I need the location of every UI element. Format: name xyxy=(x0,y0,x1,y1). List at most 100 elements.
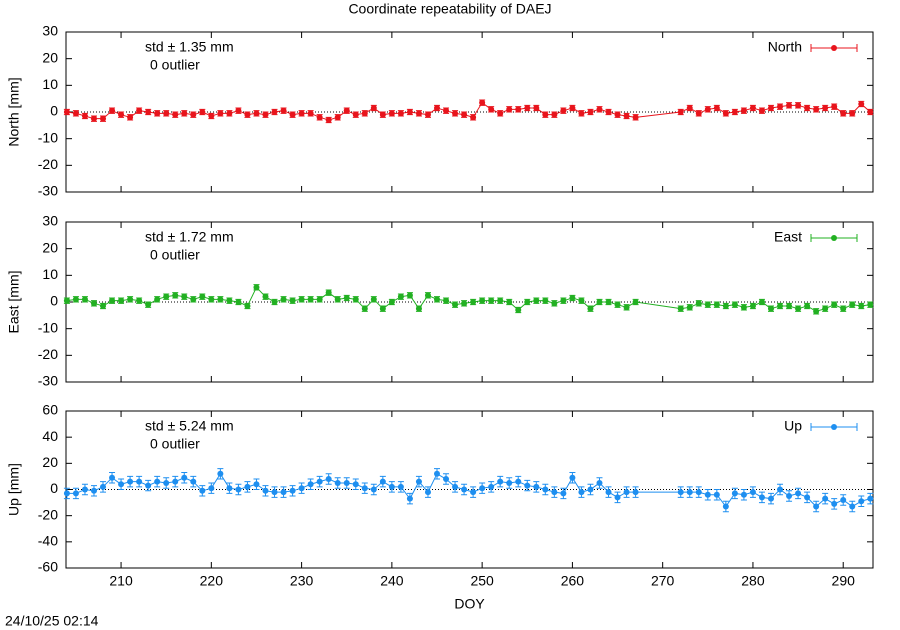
data-point xyxy=(352,481,359,488)
data-point xyxy=(109,297,116,304)
data-point xyxy=(370,105,377,111)
data-point xyxy=(461,111,468,118)
data-point xyxy=(334,296,341,303)
data-point xyxy=(569,474,576,481)
data-point xyxy=(443,297,450,304)
y-tick-label: -20 xyxy=(38,156,58,172)
y-tick-label: -10 xyxy=(38,319,58,335)
data-point xyxy=(298,485,305,492)
data-point xyxy=(479,485,486,492)
data-point xyxy=(262,487,269,494)
data-point xyxy=(244,303,251,309)
data-point xyxy=(506,299,513,305)
data-point xyxy=(822,305,829,312)
data-point xyxy=(533,483,540,490)
data-point xyxy=(560,107,567,114)
legend-label: North xyxy=(768,39,802,55)
x-tick-label: 210 xyxy=(109,573,133,589)
data-point xyxy=(424,489,431,496)
data-point xyxy=(172,478,179,485)
data-point xyxy=(118,111,125,118)
data-point xyxy=(199,487,206,494)
data-point xyxy=(632,114,639,121)
data-point xyxy=(461,300,468,307)
y-tick-label: -60 xyxy=(38,559,58,575)
data-point xyxy=(632,489,639,496)
data-point xyxy=(731,301,738,308)
x-tick-label: 280 xyxy=(741,573,765,589)
data-point xyxy=(614,301,621,308)
x-tick-label: 260 xyxy=(561,573,585,589)
data-point xyxy=(777,486,784,493)
data-point xyxy=(767,305,774,312)
data-point xyxy=(533,297,540,304)
data-point xyxy=(208,113,215,119)
data-point xyxy=(289,297,296,304)
data-point xyxy=(605,109,612,115)
data-point xyxy=(695,489,702,496)
y-tick-label: -10 xyxy=(38,129,58,145)
data-point xyxy=(740,304,747,311)
data-point xyxy=(822,495,829,502)
data-point xyxy=(217,110,224,117)
data-point xyxy=(515,307,522,313)
data-point xyxy=(587,109,594,115)
data-point xyxy=(424,111,431,118)
data-point xyxy=(542,297,549,304)
data-point xyxy=(154,478,161,485)
data-point xyxy=(127,296,134,303)
data-point xyxy=(786,102,793,109)
data-point xyxy=(804,494,811,501)
data-point xyxy=(136,478,143,485)
data-point xyxy=(867,109,874,115)
data-point xyxy=(343,295,350,301)
x-tick-label: 250 xyxy=(470,573,494,589)
data-point xyxy=(199,293,206,300)
data-point xyxy=(767,495,774,502)
data-point xyxy=(217,296,224,303)
data-point xyxy=(434,470,441,477)
data-point xyxy=(280,489,287,496)
data-point xyxy=(840,305,847,312)
data-point xyxy=(145,109,152,115)
data-point xyxy=(506,106,513,113)
data-point xyxy=(551,111,558,118)
y-tick-label: 40 xyxy=(42,428,58,444)
data-point xyxy=(235,107,242,114)
series-line xyxy=(66,286,871,312)
data-point xyxy=(406,292,413,299)
legend-symbol xyxy=(831,235,837,241)
data-point xyxy=(795,102,802,109)
y-tick-label: 60 xyxy=(42,402,58,418)
data-point xyxy=(434,296,441,303)
data-point xyxy=(379,478,386,485)
data-point xyxy=(63,109,70,115)
data-point xyxy=(379,111,386,118)
y-tick-label: 20 xyxy=(42,49,58,65)
data-point xyxy=(614,494,621,501)
data-point xyxy=(163,293,170,300)
series-line xyxy=(66,101,871,121)
data-point xyxy=(497,297,504,304)
data-point xyxy=(488,297,495,304)
series-line xyxy=(66,472,871,508)
data-point xyxy=(623,489,630,496)
data-point xyxy=(858,498,865,505)
data-point xyxy=(289,111,296,118)
data-point xyxy=(569,105,576,111)
legend-label: East xyxy=(774,229,802,245)
data-point xyxy=(858,101,865,107)
data-point xyxy=(72,296,79,303)
data-point xyxy=(208,485,215,492)
data-point xyxy=(100,483,107,490)
data-point xyxy=(686,105,693,111)
data-point xyxy=(226,485,233,492)
data-point xyxy=(127,114,134,121)
data-point xyxy=(804,303,811,309)
data-point xyxy=(226,110,233,117)
data-point xyxy=(506,479,513,486)
data-point xyxy=(758,107,765,114)
annotation: 0 outlier xyxy=(150,57,200,73)
data-point xyxy=(867,495,874,502)
